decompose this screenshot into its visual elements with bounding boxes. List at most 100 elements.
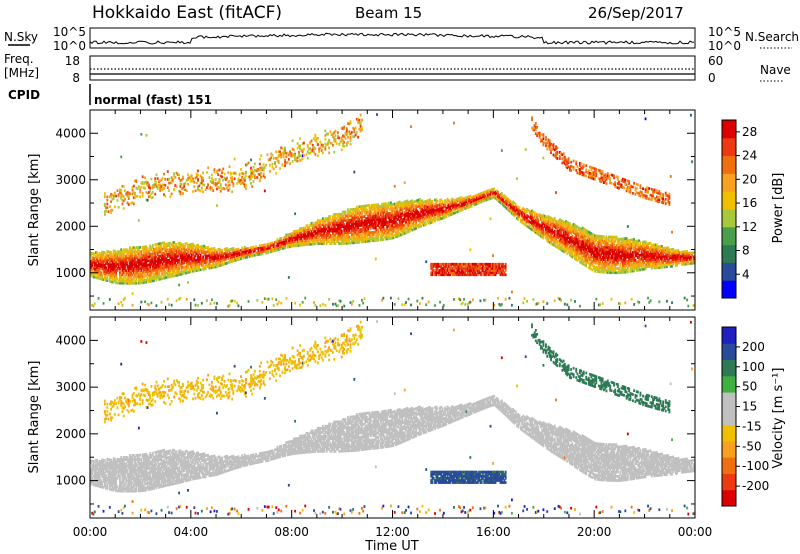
scatter-cell (361, 127, 363, 130)
scatter-cell (410, 125, 412, 128)
scatter-cell (287, 161, 289, 164)
scatter-cell (157, 177, 159, 180)
scatter-cell (144, 176, 146, 179)
scatter-cell (333, 151, 335, 154)
scatter-cell (142, 195, 144, 198)
scatter-cell (109, 205, 111, 208)
scatter-cell (289, 162, 291, 165)
scatter-cell (114, 206, 116, 209)
scatter-cell (273, 304, 275, 307)
scatter-cell (328, 139, 330, 142)
scatter-cell (164, 178, 166, 181)
scatter-cell (260, 176, 262, 179)
scatter-cell (231, 176, 233, 179)
scatter-cell (353, 130, 355, 133)
scatter-cell (549, 140, 551, 143)
scatter-cell (176, 243, 178, 246)
scatter-cell (338, 143, 340, 146)
scatter-cell (335, 134, 337, 137)
scatter-cell (343, 141, 345, 144)
scatter-cell (123, 207, 125, 210)
scatter-cell (173, 172, 175, 175)
scatter-cell (307, 157, 309, 160)
freq-tick-bottom: 8 (72, 71, 80, 85)
scatter-cell (306, 153, 308, 156)
scatter-cell (206, 186, 208, 189)
scatter-cell (259, 158, 261, 161)
scatter-cell (263, 173, 265, 176)
scatter-cell (351, 131, 353, 134)
scatter-cell (556, 147, 558, 150)
scatter-cell (207, 184, 209, 187)
scatter-cell (536, 126, 538, 129)
scatter-cell (272, 163, 274, 166)
scatter-cell (164, 195, 166, 198)
scatter-cell (469, 301, 471, 304)
scatter-cell (124, 297, 126, 300)
scatter-cell (152, 196, 154, 199)
scatter-cell (353, 171, 355, 174)
scatter-cell (345, 211, 347, 214)
scatter-cell (340, 300, 342, 303)
scatter-cell (132, 304, 134, 307)
scatter-cell (124, 198, 126, 201)
scatter-cell (303, 154, 305, 157)
scatter-cell (303, 142, 305, 145)
scatter-cell (314, 134, 316, 137)
scatter-cell (200, 190, 202, 193)
scatter-cell (193, 181, 195, 184)
scatter-cell (347, 141, 349, 144)
scatter-cell (497, 191, 499, 194)
scatter-cell (211, 174, 213, 177)
scatter-cell (248, 300, 250, 303)
scatter-cell (525, 148, 527, 151)
scatter-cell (229, 180, 231, 183)
scatter-cell (245, 184, 247, 187)
scatter-cell (123, 185, 125, 188)
scatter-cell (93, 305, 95, 308)
scatter-cell (261, 301, 263, 304)
scatter-cell (151, 302, 153, 305)
scatter-cell (324, 138, 326, 141)
scatter-cell (420, 225, 422, 228)
scatter-cell (178, 259, 180, 262)
scatter-cell (106, 206, 108, 209)
scatter-cell (404, 224, 406, 227)
scatter-cell (200, 268, 202, 271)
scatter-cell (302, 301, 304, 304)
scatter-cell (124, 189, 126, 192)
scatter-cell (469, 248, 471, 251)
scatter-cell (546, 302, 548, 305)
scatter-cell (554, 230, 556, 233)
nsearch-label: N.Search (745, 30, 799, 44)
scatter-cell (168, 178, 170, 181)
scatter-cell (328, 152, 330, 155)
scatter-cell (492, 254, 494, 257)
scatter-cell (132, 292, 134, 295)
scatter-cell (164, 184, 166, 187)
scatter-cell (314, 304, 316, 307)
scatter-cell (144, 300, 146, 303)
scatter-cell (536, 134, 538, 137)
scatter-cell (322, 152, 324, 155)
scatter-cell (229, 304, 231, 307)
scatter-cell (355, 134, 357, 137)
scatter-cell (256, 299, 258, 302)
scatter-cell (253, 166, 255, 169)
scatter-cell (137, 195, 139, 198)
scatter-cell (230, 172, 232, 175)
scatter-cell (202, 172, 204, 175)
scatter-cell (153, 186, 155, 189)
scatter-cell (263, 169, 265, 172)
scatter-cell (244, 177, 246, 180)
scatter-cell (221, 176, 223, 179)
scatter-cell (219, 179, 221, 182)
scatter-cell (554, 299, 556, 302)
scatter-cell (328, 298, 330, 301)
scatter-cell (343, 305, 345, 308)
scatter-cell (280, 302, 282, 305)
scatter-cell (268, 298, 270, 301)
scatter-cell (324, 148, 326, 151)
scatter-cell (472, 299, 474, 302)
scatter-cell (360, 114, 362, 117)
